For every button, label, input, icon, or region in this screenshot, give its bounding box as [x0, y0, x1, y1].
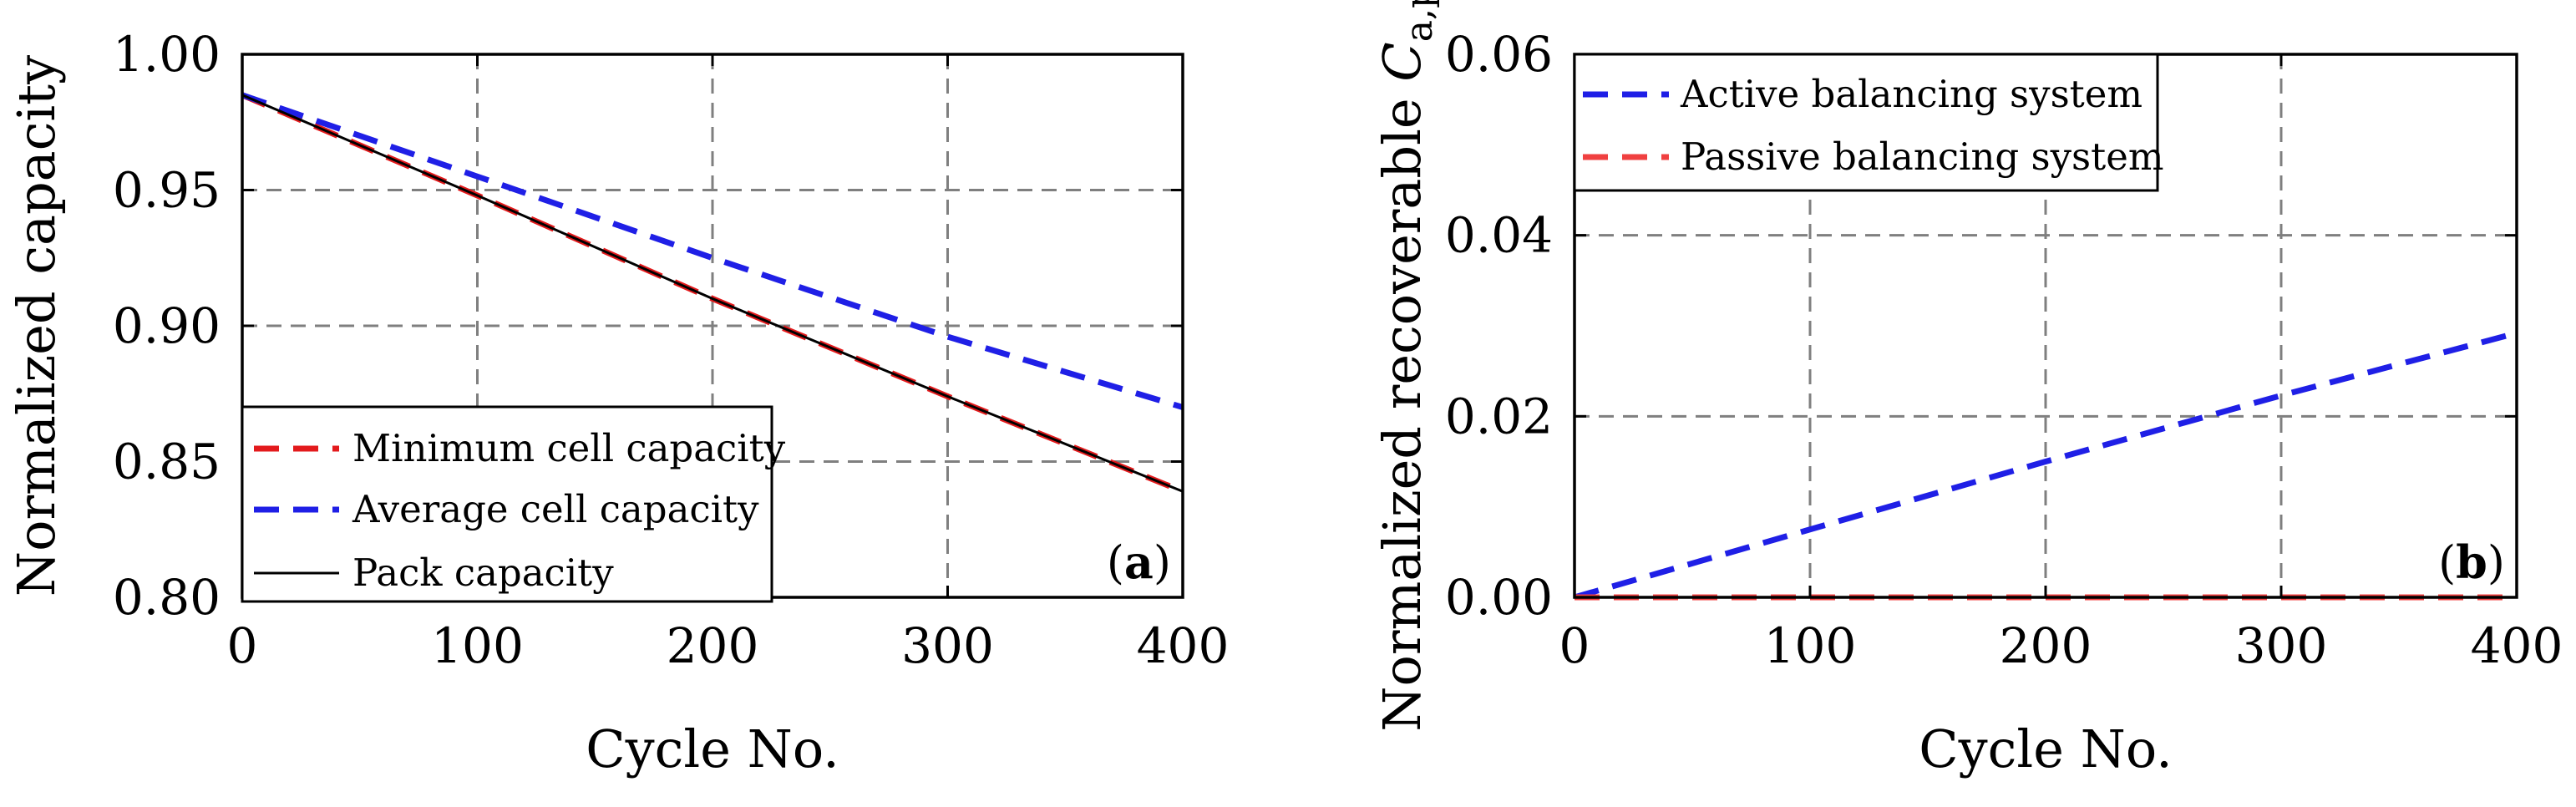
y-tick-label: 0.00	[1445, 569, 1553, 626]
x-tick-label: 100	[1764, 617, 1857, 674]
x-axis-label: Cycle No.	[1919, 718, 2173, 779]
y-tick-label: 1.00	[113, 26, 221, 83]
y-tick-label: 0.04	[1445, 207, 1553, 264]
chart-panel-a: 0 100 200 300 400 0.80 0.85 0.90 0.95 1.00 Cycle N…	[6, 26, 1229, 779]
y-tick-label: 0.85	[113, 434, 221, 490]
chart-panel-b: 0 100 200 300 400 0.00 0.02 0.04 0.06 Cycle No. No…	[1372, 0, 2563, 779]
x-axis-label: Cycle No.	[586, 718, 839, 779]
x-tick-label: 300	[2235, 617, 2328, 674]
series-line-3	[241, 94, 1184, 493]
y-tick-label: 0.90	[113, 297, 221, 354]
x-tick-label: 400	[2471, 617, 2563, 674]
legend-box	[241, 405, 773, 603]
legend-label-2: Average cell capacity	[352, 487, 759, 531]
panel-label: (b)	[2438, 535, 2505, 589]
legend-label-3: Pack capacity	[352, 551, 614, 595]
x-tick-label: 100	[431, 617, 524, 674]
panel-label: (a)	[1107, 535, 1171, 589]
legend-label-1: Active balancing system	[1680, 72, 2142, 116]
y-axis-label: Normalized recoverable Ca,pack	[1372, 0, 1441, 732]
legend-label-2: Passive balancing system	[1681, 134, 2164, 179]
x-tick-label: 400	[1137, 617, 1230, 674]
series-line-2	[241, 92, 1184, 410]
x-tick-label: 200	[2000, 617, 2092, 674]
x-tick-label: 0	[227, 617, 258, 674]
y-axis-label: Normalized capacity	[6, 55, 67, 596]
y-tick-label: 0.80	[113, 569, 221, 626]
y-tick-label: 0.95	[113, 162, 221, 219]
y-tick-label: 0.06	[1445, 26, 1553, 83]
legend-box	[1573, 53, 2159, 192]
x-tick-label: 200	[667, 617, 759, 674]
x-tick-label: 300	[901, 617, 994, 674]
x-tick-label: 0	[1559, 617, 1590, 674]
legend-label-1: Minimum cell capacity	[352, 426, 786, 470]
y-tick-label: 0.02	[1445, 388, 1553, 444]
series-line-1	[1574, 330, 2518, 601]
